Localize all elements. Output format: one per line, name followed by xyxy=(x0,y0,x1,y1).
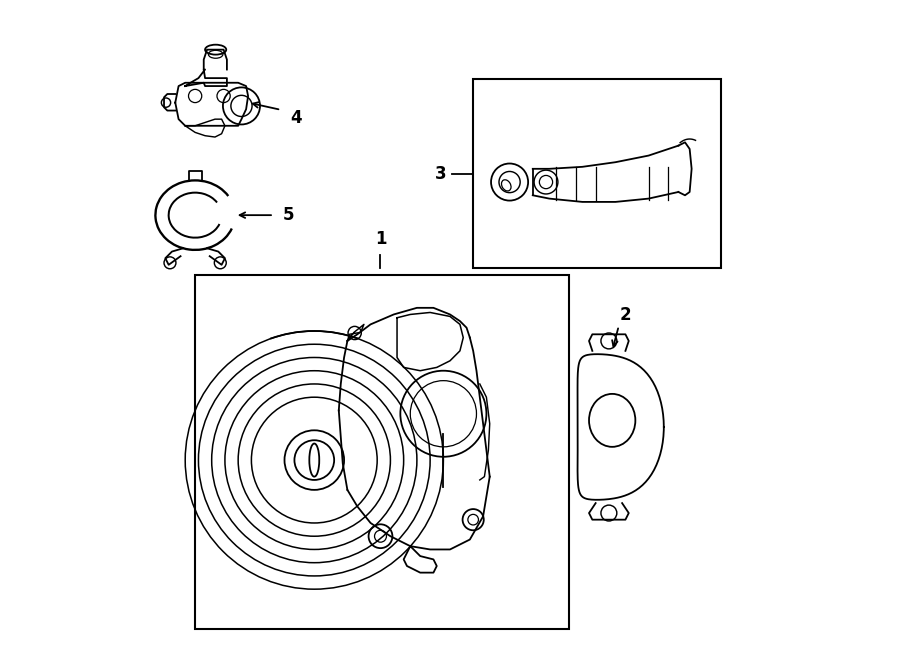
Text: 4: 4 xyxy=(290,109,302,127)
Text: 5: 5 xyxy=(284,206,294,224)
Bar xyxy=(195,275,569,629)
Bar xyxy=(473,79,722,268)
Text: 1: 1 xyxy=(374,230,386,248)
Text: 3: 3 xyxy=(435,165,446,183)
Text: 2: 2 xyxy=(619,307,631,324)
